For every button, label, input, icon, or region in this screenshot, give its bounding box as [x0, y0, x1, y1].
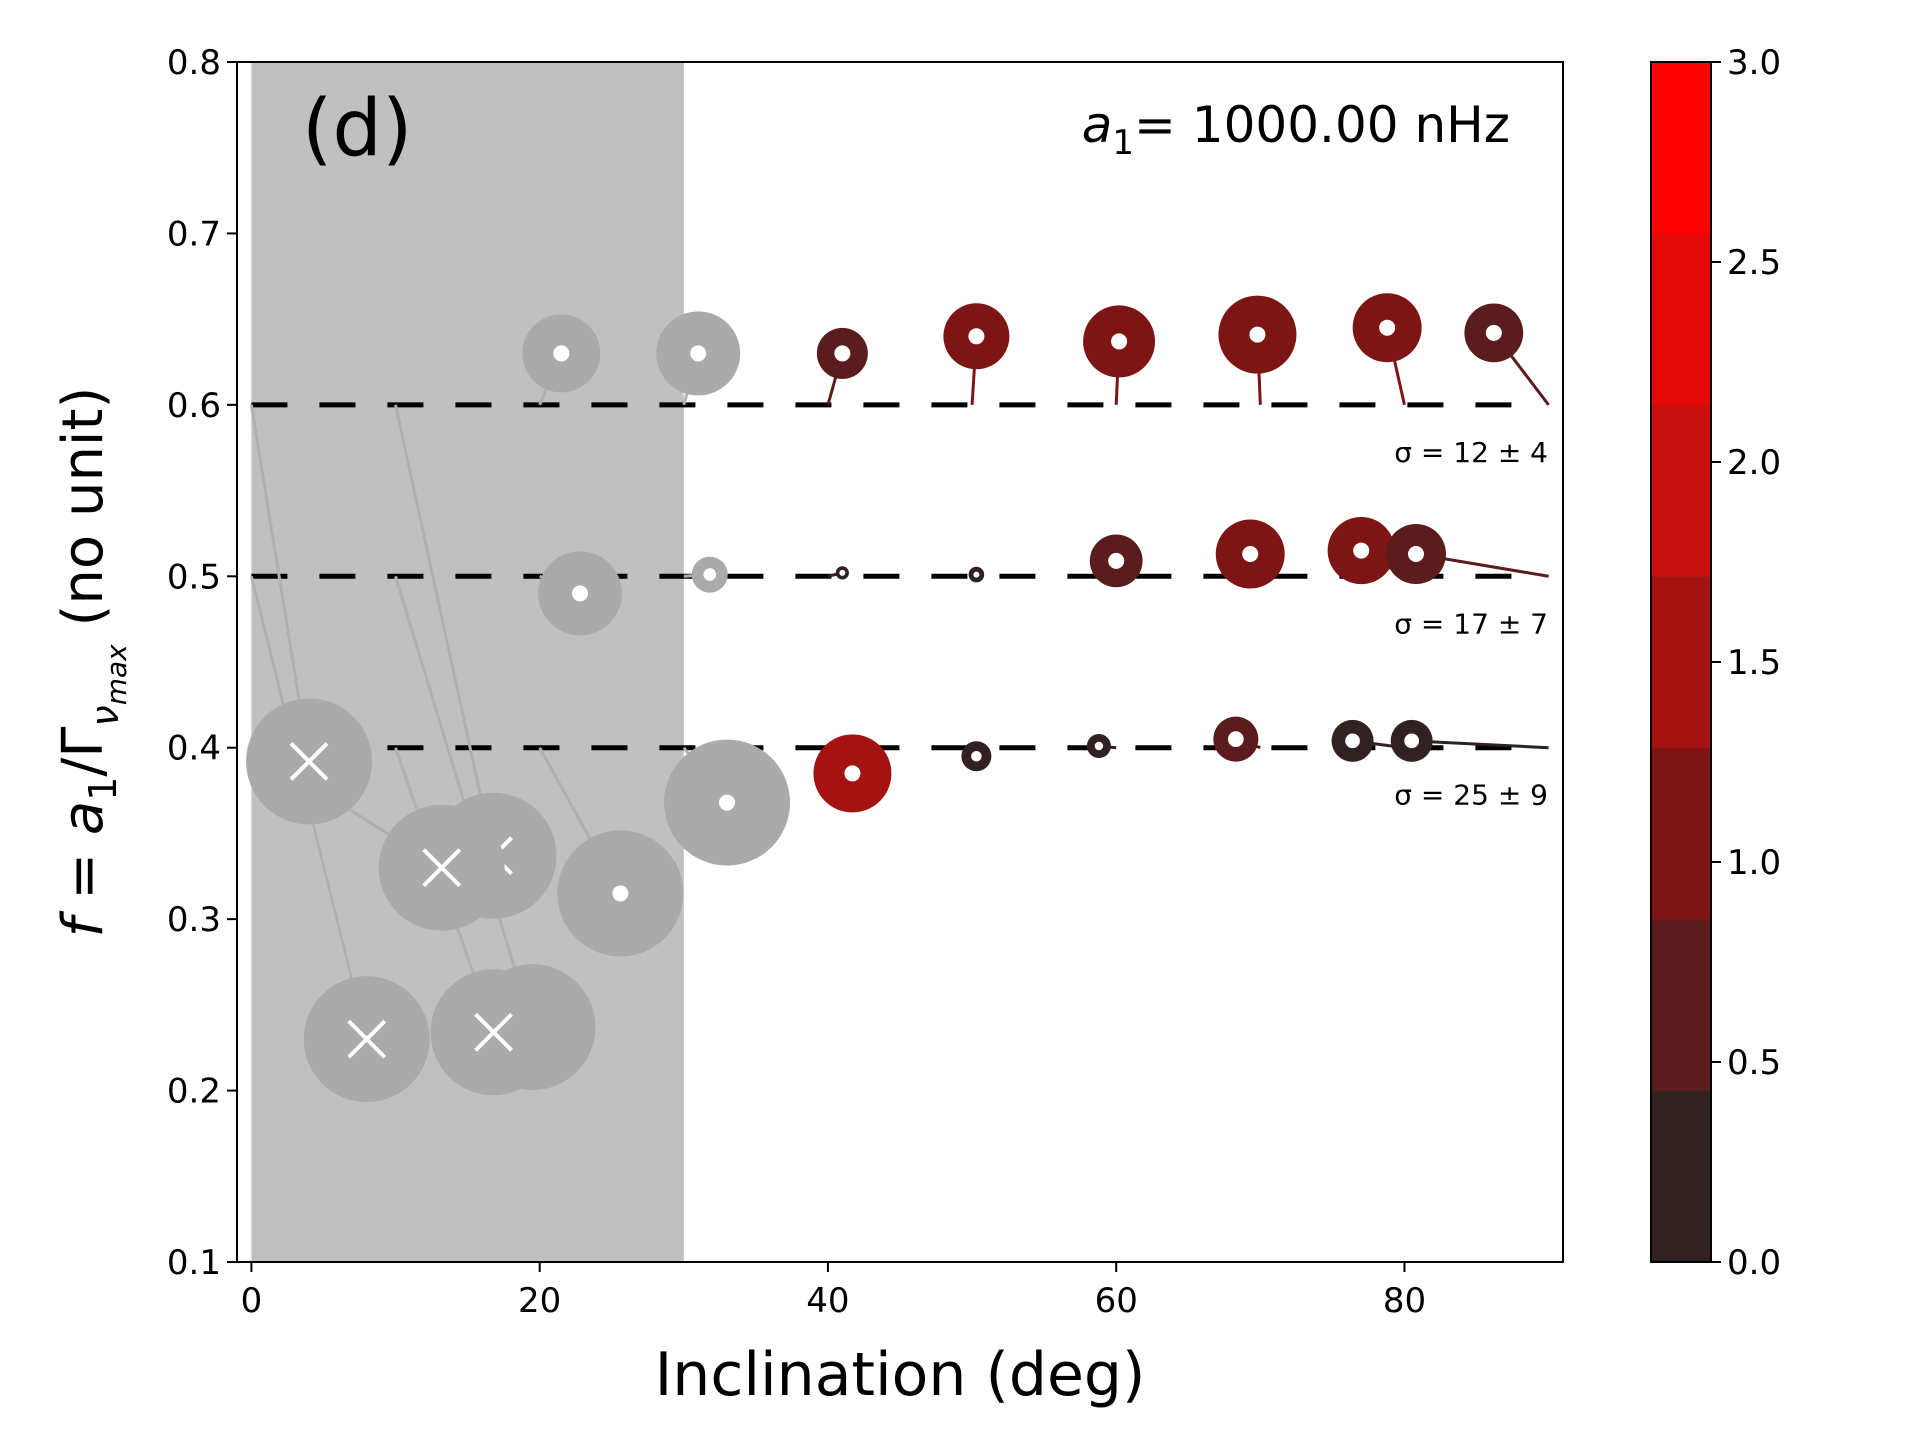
point-center — [612, 885, 629, 902]
x-axis-label: Inclination (deg) — [655, 1340, 1146, 1410]
sigma-label: σ = 17 ± 7 — [1394, 607, 1548, 640]
colorbar-segment — [1651, 233, 1711, 406]
y-tick-label: 0.7 — [167, 214, 221, 254]
point-center — [973, 571, 980, 578]
x-tick-label: 0 — [241, 1281, 263, 1321]
y-label-main: f = a — [51, 801, 116, 938]
x-tick-label: 80 — [1383, 1281, 1426, 1321]
colorbar-tick-label: 2.0 — [1727, 443, 1781, 483]
point-center — [968, 328, 985, 345]
colorbar: 0.0 0.5 1.0 1.5 2.0 2.5 3.0 — [1650, 43, 1781, 1283]
y-tick-label: 0.6 — [167, 386, 221, 426]
frequency-annotation: a1= 1000.00 nHz — [1082, 96, 1510, 163]
annotation-value: = 1000.00 nHz — [1134, 96, 1510, 154]
x-tick-label: 40 — [806, 1281, 849, 1321]
y-tick-label: 0.2 — [167, 1072, 221, 1112]
point-center — [1404, 733, 1420, 749]
colorbar-segment — [1651, 1090, 1711, 1263]
y-label-sub1: 1 — [81, 777, 125, 801]
point-center — [719, 794, 736, 811]
y-label-unit: (no unit) — [51, 387, 116, 645]
colorbar-segment — [1651, 747, 1711, 920]
colorbar-segment — [1651, 404, 1711, 577]
point-center — [1353, 542, 1370, 559]
point-center — [1345, 733, 1360, 749]
annotation-symbol: a — [1082, 96, 1113, 154]
point-center — [1379, 319, 1396, 336]
y-label-max: max — [100, 644, 133, 705]
point-center — [1249, 326, 1266, 343]
point-center — [1094, 741, 1104, 751]
x-tick-label: 60 — [1095, 1281, 1138, 1321]
colorbar-tick-label: 2.5 — [1727, 243, 1781, 283]
plot-area — [246, 62, 1550, 1262]
y-tick-label: 0.5 — [167, 557, 221, 597]
colorbar-segment — [1651, 576, 1711, 749]
offset-line — [1411, 739, 1549, 750]
point-center — [971, 751, 982, 762]
colorbar-tick-label: 1.5 — [1727, 643, 1781, 683]
offset-line — [394, 404, 496, 857]
point-center — [1111, 333, 1128, 350]
rejected-cross — [289, 742, 329, 781]
sigma-label: σ = 25 ± 9 — [1394, 779, 1548, 812]
point-center — [690, 345, 707, 362]
colorbar-segment — [1651, 919, 1711, 1092]
point-center — [1108, 552, 1125, 569]
y-tick-label: 0.4 — [167, 729, 221, 769]
point-center — [553, 345, 570, 362]
point-center — [834, 345, 851, 362]
point-center — [703, 568, 717, 581]
x-tick-label: 20 — [518, 1281, 561, 1321]
colorbar-tick-label: 0.5 — [1727, 1043, 1781, 1083]
point-center — [839, 569, 846, 576]
point-center — [1242, 546, 1259, 562]
axes: σ = 12 ± 4 σ = 17 ± 7 σ = 25 ± 9 0 20 40 60 80 0… — [167, 43, 1548, 1321]
colorbar-segment — [1651, 62, 1711, 234]
point-center — [1227, 731, 1244, 748]
y-tick-label: 0.8 — [167, 43, 221, 83]
y-tick-label: 0.3 — [167, 900, 221, 940]
point-center — [1485, 324, 1502, 341]
point-center — [844, 765, 861, 782]
y-axis-label: f = a1/Γνmax (no unit) — [51, 387, 133, 938]
colorbar-tick-label: 3.0 — [1727, 43, 1781, 83]
y-tick-label: 0.1 — [167, 1243, 221, 1283]
y-label-nu: ν — [83, 705, 127, 726]
rejected-cross — [422, 848, 462, 888]
annotation-subscript: 1 — [1112, 123, 1134, 163]
rejected-cross — [474, 1012, 513, 1052]
panel-label: (d) — [302, 84, 412, 174]
y-label-gamma: /Γ — [51, 726, 116, 776]
rejected-cross — [347, 1019, 387, 1059]
colorbar-tick-label: 0.0 — [1727, 1243, 1781, 1283]
point-center — [1407, 546, 1424, 562]
sigma-label: σ = 12 ± 4 — [1394, 436, 1548, 469]
point-center — [572, 585, 589, 602]
colorbar-tick-label: 1.0 — [1727, 843, 1781, 883]
plot-frame — [236, 61, 1564, 1263]
